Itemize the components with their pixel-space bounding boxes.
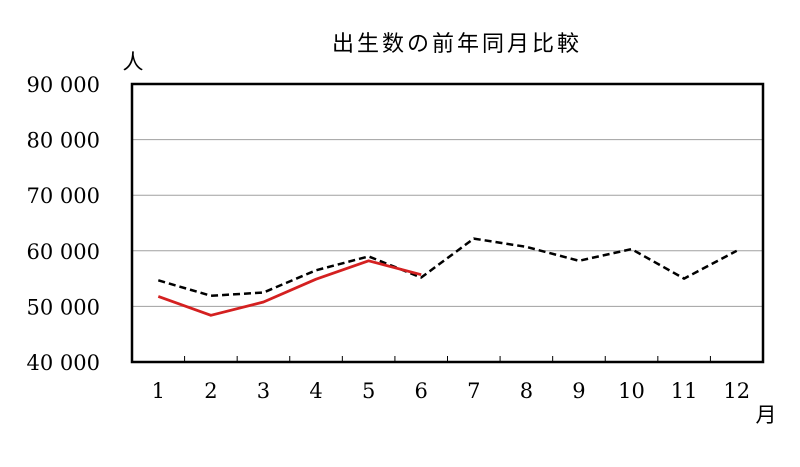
x-tick-label: 5	[362, 379, 375, 403]
series-line-dashed	[157, 237, 738, 298]
series-layer	[157, 237, 738, 317]
y-tick-label: 70 000	[27, 184, 100, 208]
x-axis-unit-label: 月	[756, 403, 777, 427]
x-tick-label: 4	[309, 379, 322, 403]
plot-frame	[130, 82, 765, 364]
y-axis-unit-label: 人	[123, 50, 144, 74]
x-tick-label: 10	[618, 379, 645, 403]
y-tick-label: 90 000	[27, 73, 100, 97]
chart-title: 出生数の前年同月比較	[332, 32, 582, 57]
x-tick-label: 12	[723, 379, 750, 403]
gridlines	[132, 139, 763, 307]
y-tick-label: 80 000	[27, 129, 100, 153]
x-tick-label: 1	[152, 379, 165, 403]
series-line-solid	[157, 259, 422, 317]
x-tick-label: 2	[204, 379, 217, 403]
x-tick-label: 6	[415, 379, 428, 403]
x-tick-label: 8	[520, 379, 533, 403]
x-tick-label: 3	[257, 379, 270, 403]
y-tick-label: 40 000	[27, 351, 100, 375]
x-tick-marks	[184, 356, 711, 362]
x-tick-label: 7	[467, 379, 480, 403]
y-tick-label: 60 000	[27, 240, 100, 264]
x-tick-label: 9	[572, 379, 585, 403]
y-tick-label: 50 000	[27, 295, 100, 319]
y-tick-labels: 40 000 50 000 60 000 70 000 80 000 90 000	[27, 73, 100, 375]
x-tick-labels: 1 2 3 4 5 6 7 8 9 10 11 12	[152, 379, 750, 403]
x-tick-label: 11	[671, 379, 698, 403]
